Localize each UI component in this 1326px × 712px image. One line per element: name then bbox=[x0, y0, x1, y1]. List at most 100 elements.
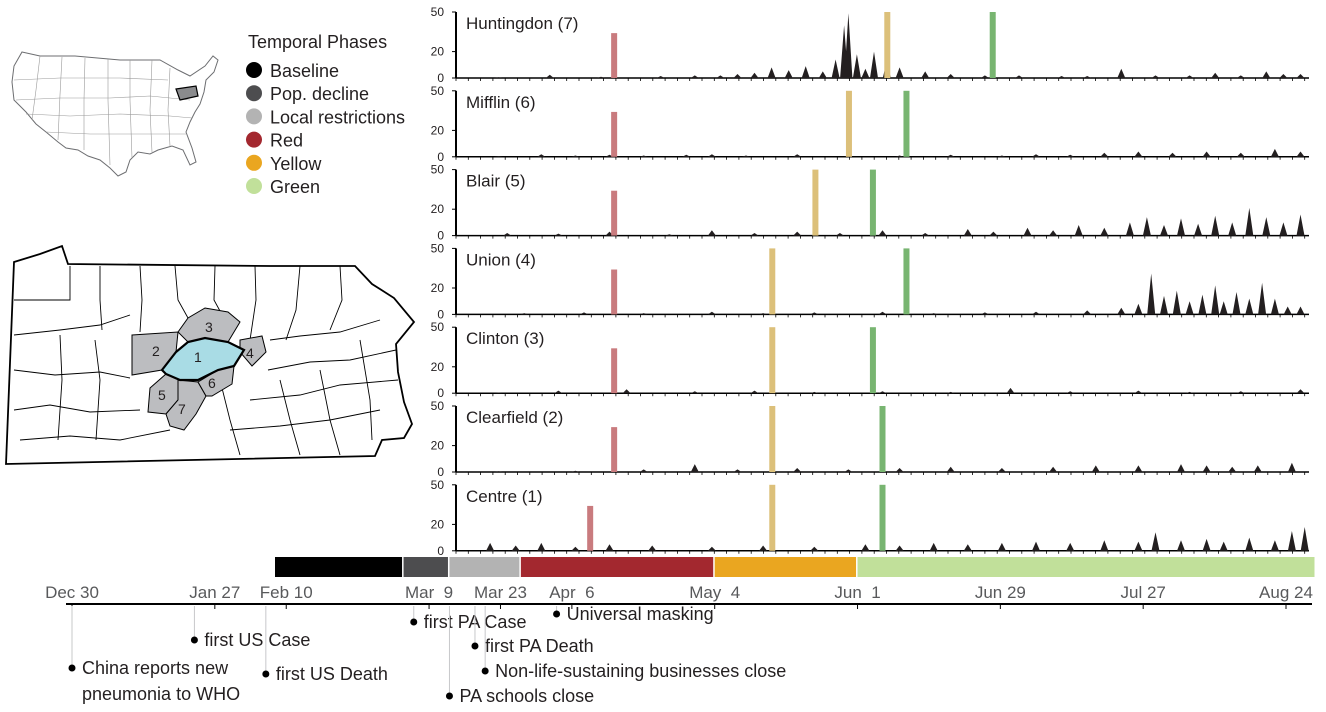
legend: Temporal Phases Baseline Pop. decline Loca… bbox=[246, 32, 405, 197]
panel-label: Union (4) bbox=[466, 250, 536, 269]
timeline-date-feb-10: Feb 10 bbox=[260, 583, 313, 602]
green-phase-marker bbox=[869, 169, 876, 236]
yellow-phase-marker bbox=[769, 406, 776, 472]
event-dot bbox=[481, 667, 489, 675]
event-label-pa-schools-close: PA schools close bbox=[459, 686, 594, 706]
area-series-mifflin-6 bbox=[456, 148, 1309, 157]
legend-swatch-green bbox=[246, 178, 262, 194]
panel-label: Huntingdon (7) bbox=[466, 14, 578, 33]
legend-title: Temporal Phases bbox=[248, 32, 387, 52]
timeline-date-may-4: May 4 bbox=[689, 583, 740, 602]
panel-mifflin-6: 50 20 0 Mifflin (6) bbox=[431, 84, 1309, 164]
y-tick-label: 50 bbox=[431, 478, 445, 492]
y-tick-label: 0 bbox=[437, 544, 444, 558]
y-tick-label: 20 bbox=[431, 281, 445, 295]
yellow-phase-marker bbox=[812, 169, 819, 236]
red-phase-marker bbox=[611, 269, 618, 315]
event-dot bbox=[410, 618, 418, 626]
area-series-clearfield-2 bbox=[456, 462, 1309, 472]
timeline-date-mar-23: Mar 23 bbox=[474, 583, 527, 602]
y-tick-label: 50 bbox=[431, 84, 445, 98]
timeline-date-apr-6: Apr 6 bbox=[549, 583, 594, 602]
area-series-centre-1 bbox=[456, 527, 1309, 551]
timeline-date-jun-29: Jun 29 bbox=[975, 583, 1026, 602]
yellow-phase-marker bbox=[845, 90, 852, 157]
yellow-phase-marker bbox=[769, 248, 776, 315]
county-number-5: 5 bbox=[158, 387, 166, 403]
legend-label-green: Green bbox=[270, 177, 320, 197]
y-tick-label: 20 bbox=[431, 45, 445, 59]
event-dot bbox=[68, 664, 76, 672]
legend-swatch-local-restrictions bbox=[246, 108, 262, 125]
panel-label: Clearfield (2) bbox=[466, 408, 563, 427]
legend-label-red: Red bbox=[270, 131, 303, 151]
panel-label: Centre (1) bbox=[466, 487, 543, 506]
red-phase-marker bbox=[611, 33, 618, 78]
timeline-date-jan-27: Jan 27 bbox=[189, 583, 240, 602]
panel-huntingdon-7: 50 20 0 Huntingdon (7) bbox=[431, 5, 1309, 85]
y-tick-label: 20 bbox=[431, 517, 445, 531]
us-map bbox=[11, 51, 219, 177]
event-label-universal-masking: Universal masking bbox=[567, 604, 714, 624]
panel-label: Blair (5) bbox=[466, 172, 526, 191]
y-tick-label: 50 bbox=[431, 241, 445, 255]
y-tick-label: 20 bbox=[431, 123, 445, 137]
pa-map: 1 2 3 4 5 6 7 bbox=[5, 244, 416, 465]
legend-swatch-red bbox=[246, 131, 262, 148]
green-phase-marker bbox=[989, 12, 996, 78]
phase-bar-green bbox=[857, 557, 1315, 577]
area-series-union-4 bbox=[456, 273, 1309, 315]
green-phase-marker bbox=[879, 406, 886, 472]
yellow-phase-marker bbox=[769, 327, 776, 394]
yellow-phase-marker bbox=[769, 484, 776, 551]
timeline-date-aug-24: Aug 24 bbox=[1259, 583, 1313, 602]
panel-clinton-3: 50 20 0 Clinton (3) bbox=[431, 320, 1309, 400]
event-dot bbox=[445, 692, 453, 700]
yellow-phase-marker bbox=[884, 12, 891, 78]
panel-label: Clinton (3) bbox=[466, 329, 544, 348]
green-phase-marker bbox=[879, 484, 886, 551]
event-dot bbox=[553, 610, 561, 618]
pennsylvania-highlight bbox=[175, 85, 199, 101]
event-label-first-us-death: first US Death bbox=[276, 664, 388, 684]
y-tick-label: 0 bbox=[437, 307, 444, 321]
green-phase-marker bbox=[903, 248, 910, 315]
red-phase-marker bbox=[611, 111, 618, 157]
timeline-date-mar-9: Mar 9 bbox=[405, 583, 453, 602]
area-series-clinton-3 bbox=[456, 387, 1309, 394]
event-label-pneumonia-to-who: pneumonia to WHO bbox=[82, 684, 240, 704]
area-series-huntingdon-7 bbox=[456, 13, 1309, 78]
event-label-first-us-case: first US Case bbox=[204, 630, 310, 650]
county-1-centre bbox=[160, 336, 246, 382]
timeline-date-jun-1: Jun 1 bbox=[834, 583, 880, 602]
panel-union-4: 50 20 0 Union (4) bbox=[431, 241, 1309, 321]
panel-blair-5: 50 20 0 Blair (5) bbox=[431, 163, 1309, 243]
event-dot bbox=[262, 670, 270, 678]
area-panels: 50 20 0 Huntingdon (7) 50 20 0 Mifflin (6) 50 20 0… bbox=[431, 5, 1309, 558]
legend-label-local-restrictions: Local restrictions bbox=[270, 107, 405, 127]
panel-label: Mifflin (6) bbox=[466, 93, 536, 112]
y-tick-label: 50 bbox=[431, 399, 445, 413]
phase-bar bbox=[275, 557, 1315, 577]
area-series-blair-5 bbox=[456, 207, 1309, 236]
phase-bar-pop-decline bbox=[403, 557, 448, 577]
legend-swatch-yellow bbox=[246, 154, 262, 171]
y-tick-label: 20 bbox=[431, 360, 445, 374]
event-dot bbox=[190, 636, 198, 644]
event-dot bbox=[471, 642, 479, 650]
panel-clearfield-2: 50 20 0 Clearfield (2) bbox=[431, 399, 1309, 479]
y-tick-label: 0 bbox=[437, 150, 444, 164]
y-tick-label: 0 bbox=[437, 229, 444, 243]
red-phase-marker bbox=[587, 505, 594, 551]
red-phase-marker bbox=[611, 348, 618, 394]
county-number-2: 2 bbox=[152, 343, 160, 359]
timeline: Dec 30 Jan 27 Feb 10 Mar 9 Mar 23 Apr 6 May 4 J… bbox=[45, 583, 1313, 706]
green-phase-marker bbox=[903, 90, 910, 157]
y-tick-label: 20 bbox=[431, 202, 445, 216]
phase-bar-baseline bbox=[275, 557, 403, 577]
y-tick-label: 0 bbox=[437, 386, 444, 400]
event-label-non-life-sustaining-businesses-close: Non-life-sustaining businesses close bbox=[495, 661, 786, 681]
legend-label-baseline: Baseline bbox=[270, 61, 339, 81]
y-tick-label: 50 bbox=[431, 320, 445, 334]
